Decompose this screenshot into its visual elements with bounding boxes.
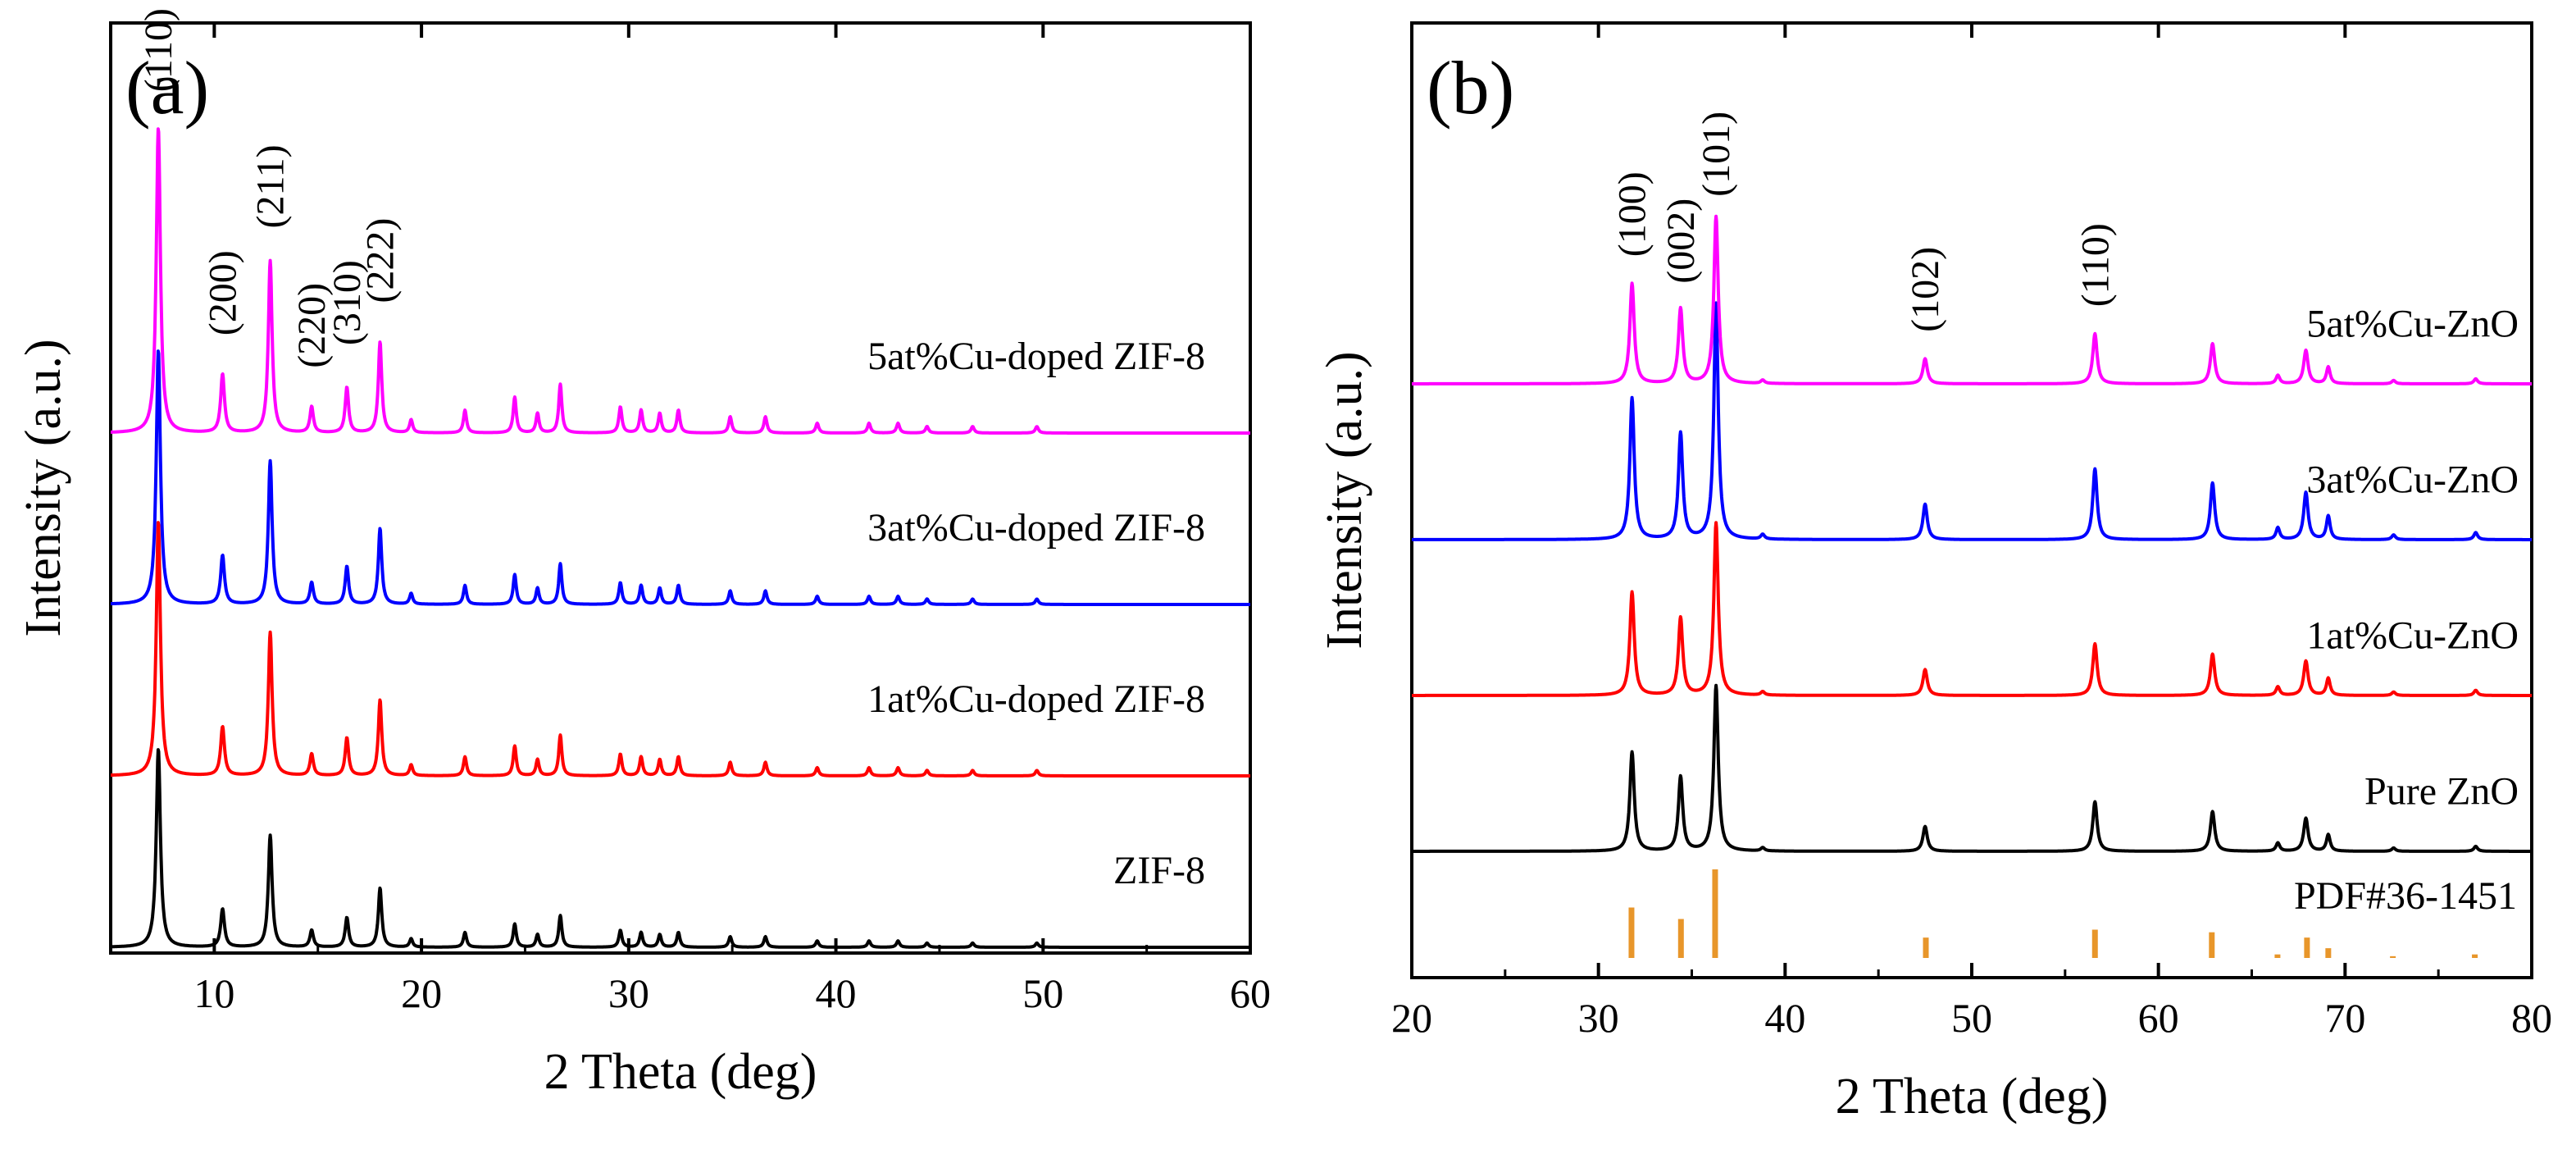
x-tick-label: 70 (2324, 995, 2365, 1041)
x-tick-label: 30 (608, 970, 649, 1016)
series-line-0 (109, 748, 1252, 949)
series-line-3 (109, 127, 1252, 435)
x-tick-label: 80 (2511, 995, 2552, 1041)
series-line-2 (1410, 301, 2533, 541)
panel-label: (a) (125, 46, 209, 130)
series-label: 3at%Cu-doped ZIF-8 (867, 506, 1205, 550)
panel-a: 10 20 30 40 50 60 2 Theta (deg) Intensity (a.u.… (16, 8, 1271, 1100)
series-line-1 (1410, 521, 2533, 697)
series-label: ZIF-8 (1113, 849, 1205, 892)
peak-label: (222) (359, 218, 403, 303)
series-label: 5at%Cu-doped ZIF-8 (867, 335, 1205, 378)
series-label: 5at%Cu-ZnO (2306, 302, 2519, 345)
series-label: 1at%Cu-ZnO (2306, 613, 2519, 657)
peak-label: (002) (1659, 198, 1703, 284)
series-line-1 (109, 521, 1252, 778)
x-tick-label: 50 (1022, 970, 1063, 1016)
x-tick-label: 20 (401, 970, 442, 1016)
peak-label: (110) (2073, 223, 2117, 307)
x-tick-label: 50 (1951, 995, 1992, 1041)
y-axis-label: Intensity (a.u.) (16, 339, 71, 636)
series-line-3 (1410, 214, 2533, 385)
peak-label: (102) (1904, 247, 1947, 332)
series-label: 3at%Cu-ZnO (2306, 458, 2519, 501)
peak-label: (211) (249, 144, 293, 228)
series-line-2 (109, 349, 1252, 606)
x-tick-label: 60 (1230, 970, 1271, 1016)
x-axis-label: 2 Theta (deg) (544, 1044, 817, 1100)
peak-label: (310) (325, 260, 369, 345)
peak-label: (101) (1695, 112, 1738, 197)
panel-b: 20 30 40 50 60 70 80 2 Theta (deg) Intensity (a.… (1317, 21, 2552, 1124)
series-line-0 (1410, 683, 2533, 853)
x-tick-label: 60 (2138, 995, 2179, 1041)
series-label: 1at%Cu-doped ZIF-8 (867, 677, 1205, 721)
peak-label: (200) (201, 250, 244, 335)
peak-label: (100) (1611, 171, 1654, 257)
x-tick-label: 30 (1578, 995, 1619, 1041)
x-tick-label: 20 (1391, 995, 1432, 1041)
peak-label: (220) (290, 283, 334, 368)
x-tick-label: 10 (193, 970, 234, 1016)
y-axis-label: Intensity (a.u.) (1317, 351, 1372, 649)
x-tick-label: 40 (1764, 995, 1805, 1041)
x-tick-label: 40 (816, 970, 857, 1016)
x-axis-label: 2 Theta (deg) (1836, 1069, 2109, 1124)
reference-label: PDF#36-1451 (2294, 874, 2517, 918)
peak-label: (110) (137, 8, 180, 92)
panel-label: (b) (1427, 46, 1514, 130)
series-label: Pure ZnO (2364, 769, 2519, 813)
plot-frame (109, 21, 1252, 955)
